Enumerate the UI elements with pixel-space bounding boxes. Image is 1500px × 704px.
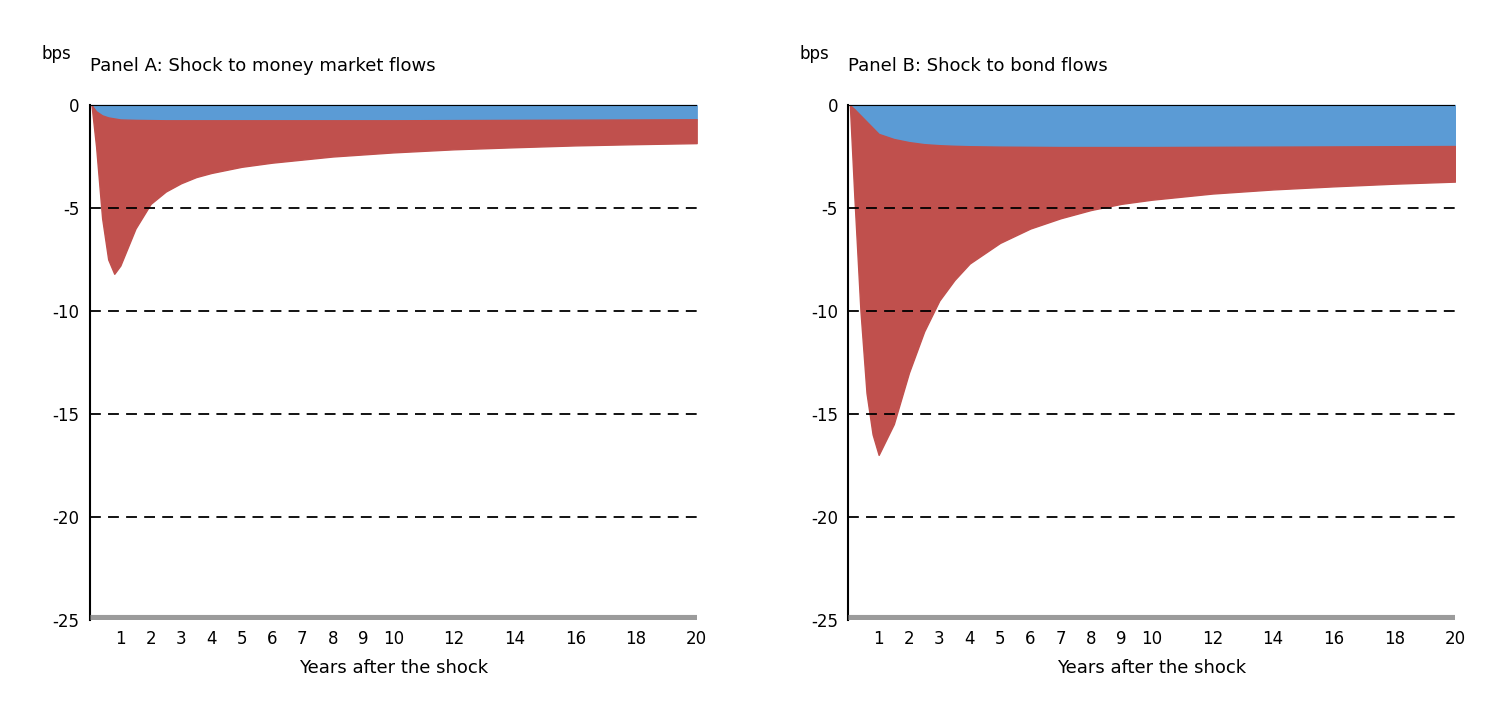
Text: Panel A: Shock to money market flows: Panel A: Shock to money market flows [90, 56, 435, 75]
X-axis label: Years after the shock: Years after the shock [1058, 659, 1246, 677]
Text: bps: bps [800, 45, 830, 63]
X-axis label: Years after the shock: Years after the shock [298, 659, 488, 677]
Text: bps: bps [42, 45, 70, 63]
Text: Panel B: Shock to bond flows: Panel B: Shock to bond flows [849, 56, 1108, 75]
